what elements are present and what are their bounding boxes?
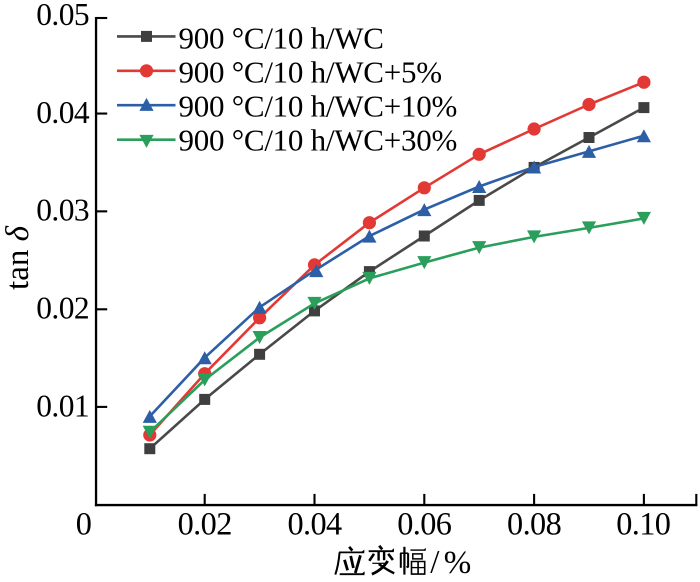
svg-text:0: 0	[76, 505, 92, 541]
svg-text:0.02: 0.02	[36, 291, 89, 326]
svg-text:900 °C/10 h/WC+10%: 900 °C/10 h/WC+10%	[179, 88, 458, 123]
svg-text:0.08: 0.08	[507, 505, 561, 541]
svg-text:900 °C/10 h/WC: 900 °C/10 h/WC	[179, 20, 384, 55]
svg-text:tan δ: tan δ	[0, 225, 36, 290]
svg-text:0.03: 0.03	[36, 193, 89, 228]
svg-text:900 °C/10 h/WC+5%: 900 °C/10 h/WC+5%	[179, 54, 442, 89]
svg-text:/: /	[430, 545, 440, 581]
svg-text:0.01: 0.01	[36, 388, 89, 423]
svg-text:%: %	[444, 545, 472, 581]
svg-text:0.02: 0.02	[178, 505, 232, 541]
svg-text:0.06: 0.06	[397, 505, 452, 541]
svg-text:0.04: 0.04	[36, 95, 90, 130]
svg-text:900 °C/10 h/WC+30%: 900 °C/10 h/WC+30%	[179, 122, 458, 157]
svg-text:0.05: 0.05	[36, 0, 89, 32]
svg-text:0.04: 0.04	[287, 505, 342, 541]
svg-text:0.10: 0.10	[616, 505, 670, 541]
